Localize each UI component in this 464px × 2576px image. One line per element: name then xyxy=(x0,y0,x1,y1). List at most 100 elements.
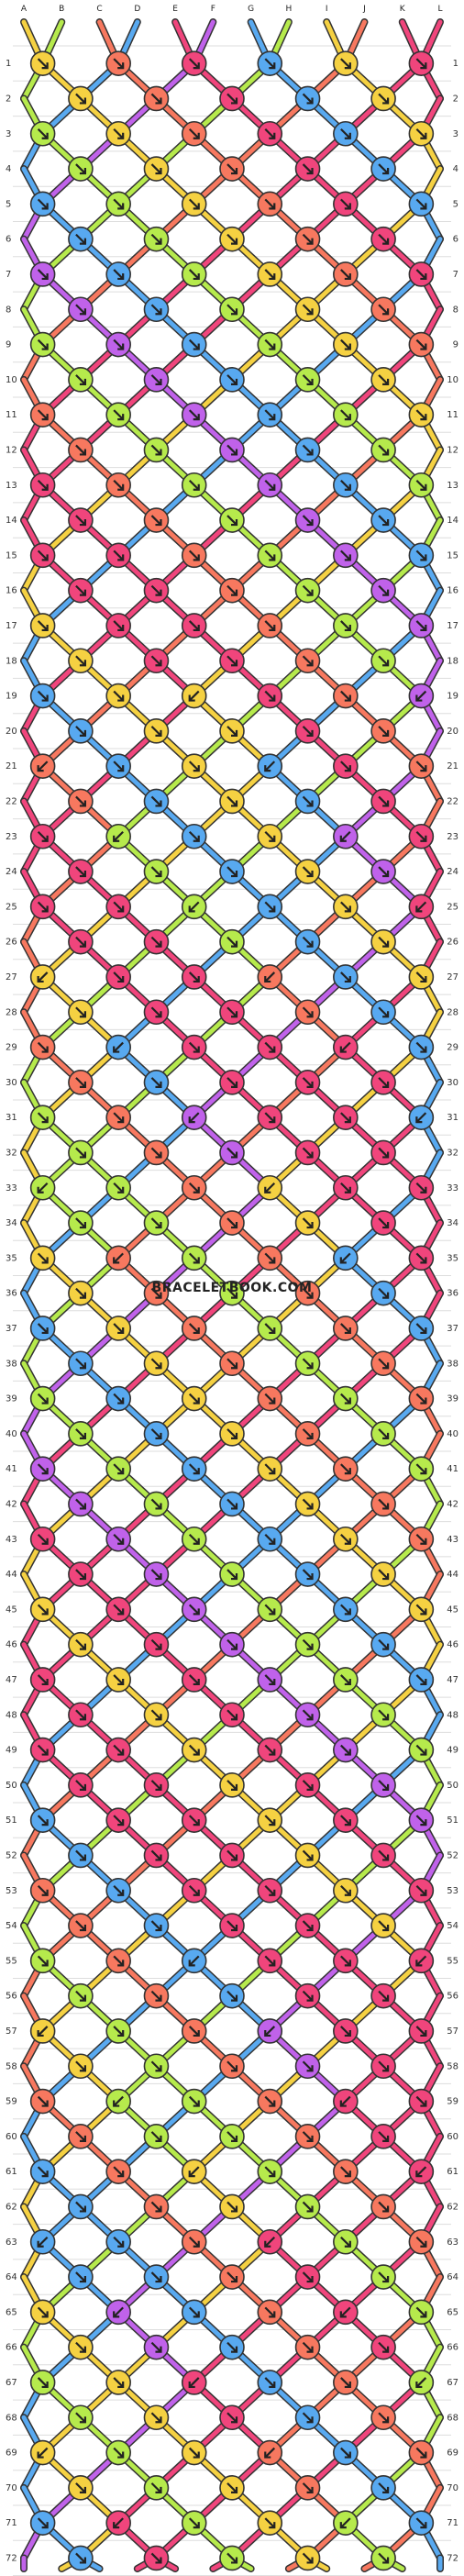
arrow-down-right-icon xyxy=(415,901,427,913)
row-number-left: 21 xyxy=(6,761,17,772)
arrow-down-right-icon xyxy=(264,901,276,913)
arrow-down-right-icon xyxy=(188,620,200,632)
row-number-right: 26 xyxy=(447,938,458,948)
arrow-down-right-icon xyxy=(340,620,351,632)
row-number-right: 31 xyxy=(447,1113,458,1123)
row-number-left: 53 xyxy=(6,1886,17,1896)
row-number-left: 22 xyxy=(6,796,17,806)
row-number-left: 11 xyxy=(6,410,17,420)
row-number-left: 46 xyxy=(6,1640,17,1650)
arrow-down-right-icon xyxy=(340,1533,351,1545)
row-number-left: 3 xyxy=(6,129,11,139)
arrow-down-right-icon xyxy=(302,1569,314,1581)
arrow-down-right-icon xyxy=(378,1006,390,1018)
row-number-right: 72 xyxy=(447,2553,458,2563)
arrow-down-right-icon xyxy=(340,1815,351,1827)
row-number-right: 64 xyxy=(447,2272,458,2282)
arrow-down-right-icon xyxy=(150,1428,162,1439)
row-number-left: 40 xyxy=(6,1429,17,1439)
arrow-down-right-icon xyxy=(415,2517,427,2529)
arrow-down-right-icon xyxy=(150,374,162,385)
arrow-down-right-icon xyxy=(302,2201,314,2213)
arrow-down-right-icon xyxy=(302,2060,314,2072)
row-number-right: 54 xyxy=(447,1921,458,1931)
arrow-down-right-icon xyxy=(150,1147,162,1159)
arrow-down-right-icon xyxy=(415,1533,427,1545)
arrow-down-right-icon xyxy=(264,128,276,139)
arrow-down-right-icon xyxy=(415,1604,427,1616)
arrow-down-right-icon xyxy=(150,1217,162,1229)
row-number-right: 46 xyxy=(447,1640,458,1650)
arrow-down-right-icon xyxy=(188,409,200,421)
arrow-down-right-icon xyxy=(188,128,200,139)
arrow-down-right-icon xyxy=(37,1182,49,1194)
row-number-left: 72 xyxy=(6,2553,17,2563)
row-number-right: 43 xyxy=(447,1535,458,1545)
arrow-down-right-icon xyxy=(302,1638,314,1650)
arrow-down-right-icon xyxy=(415,620,427,632)
row-number-right: 33 xyxy=(447,1183,458,1194)
arrow-down-right-icon xyxy=(188,2447,200,2459)
arrow-down-right-icon xyxy=(75,2271,87,2283)
row-number-left: 56 xyxy=(6,1992,17,2002)
arrow-down-right-icon xyxy=(37,690,49,702)
arrow-down-right-icon xyxy=(264,2447,276,2459)
arrow-down-right-icon xyxy=(302,1217,314,1229)
arrow-down-right-icon xyxy=(264,550,276,561)
arrow-down-right-icon xyxy=(37,1112,49,1124)
arrow-down-right-icon xyxy=(264,269,276,281)
row-number-left: 8 xyxy=(6,305,11,315)
row-number-right: 1 xyxy=(453,59,458,69)
arrow-down-right-icon xyxy=(302,795,314,807)
arrow-down-right-icon xyxy=(113,2166,125,2178)
arrow-down-right-icon xyxy=(75,444,87,456)
arrow-down-right-icon xyxy=(37,2447,49,2459)
row-number-left: 66 xyxy=(6,2343,17,2353)
row-number-left: 17 xyxy=(6,621,17,631)
arrow-down-right-icon xyxy=(264,2377,276,2389)
arrow-down-right-icon xyxy=(264,620,276,632)
arrow-down-right-icon xyxy=(264,2026,276,2037)
arrow-down-right-icon xyxy=(188,1323,200,1335)
row-number-left: 24 xyxy=(6,867,17,877)
arrow-down-right-icon xyxy=(264,1815,276,1827)
arrow-down-right-icon xyxy=(226,1287,238,1299)
arrow-down-right-icon xyxy=(75,936,87,948)
row-number-left: 20 xyxy=(6,727,17,737)
arrow-down-right-icon xyxy=(75,726,87,737)
arrow-down-right-icon xyxy=(75,1358,87,1370)
arrow-down-right-icon xyxy=(340,1182,351,1194)
thread-label: L xyxy=(437,5,442,14)
arrow-down-right-icon xyxy=(264,198,276,210)
arrow-down-right-icon xyxy=(340,2236,351,2248)
arrow-down-right-icon xyxy=(378,2552,390,2564)
row-number-left: 57 xyxy=(6,2026,17,2037)
arrow-down-right-icon xyxy=(302,1498,314,1510)
arrow-down-right-icon xyxy=(37,972,49,983)
thread-label: B xyxy=(59,5,64,14)
arrow-down-right-icon xyxy=(415,1955,427,1967)
row-number-right: 69 xyxy=(447,2448,458,2459)
arrow-down-right-icon xyxy=(37,1955,49,1967)
row-number-right: 23 xyxy=(447,832,458,842)
row-number-left: 12 xyxy=(6,445,17,455)
row-number-left: 39 xyxy=(6,1394,17,1405)
arrow-down-right-icon xyxy=(75,2060,87,2072)
arrow-down-right-icon xyxy=(37,2517,49,2529)
arrow-down-right-icon xyxy=(378,655,390,667)
row-number-right: 59 xyxy=(447,2097,458,2107)
arrow-down-right-icon xyxy=(150,2271,162,2283)
row-number-left: 45 xyxy=(6,1604,17,1615)
arrow-down-right-icon xyxy=(264,830,276,842)
arrow-down-right-icon xyxy=(113,1182,125,1194)
arrow-down-right-icon xyxy=(113,550,125,561)
arrow-down-right-icon xyxy=(226,866,238,878)
arrow-down-right-icon xyxy=(188,1041,200,1053)
arrow-down-right-icon xyxy=(226,2060,238,2072)
arrow-down-right-icon xyxy=(75,866,87,878)
arrow-down-right-icon xyxy=(378,2131,390,2142)
arrow-down-right-icon xyxy=(75,1638,87,1650)
watermark-text: BRACELETBOOK.COM xyxy=(152,1281,313,1295)
row-number-right: 57 xyxy=(447,2026,458,2037)
arrow-down-right-icon xyxy=(264,761,276,772)
